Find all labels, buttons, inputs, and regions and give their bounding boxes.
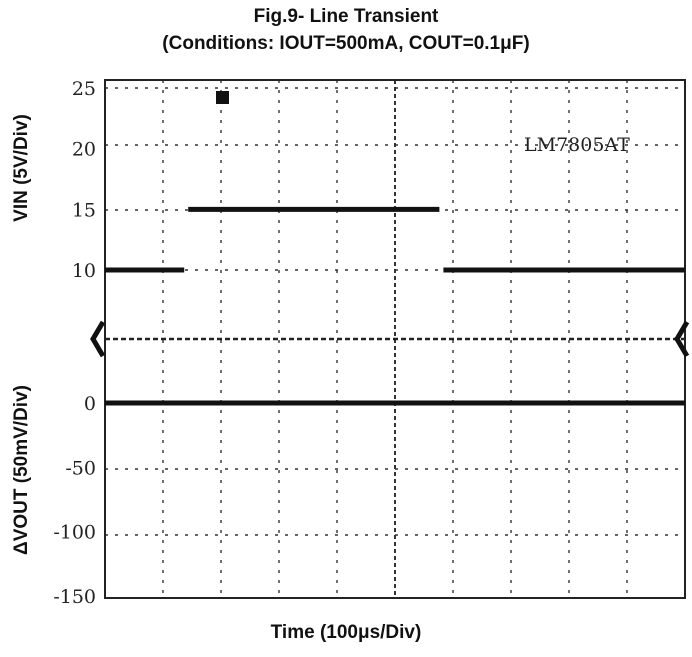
chart-subtitle: (Conditions: IOUT=500mA, COUT=0.1μF) bbox=[162, 33, 530, 54]
y-axis-label-bottom: ΔVOUT (50mV/Div) bbox=[11, 385, 32, 555]
series-lines bbox=[105, 91, 685, 406]
plot-frame bbox=[104, 79, 686, 599]
y-tick-label: 15 bbox=[72, 199, 96, 221]
left-break-marker bbox=[90, 320, 106, 358]
y-tick-label: -50 bbox=[65, 457, 96, 479]
chart-title: Fig.9- Line Transient bbox=[253, 6, 439, 27]
y-tick-label: 20 bbox=[72, 139, 96, 161]
y-tick-label: -150 bbox=[53, 586, 96, 608]
grid bbox=[105, 80, 685, 598]
x-axis-label: Time (100μs/Div) bbox=[270, 622, 422, 643]
trigger-marker bbox=[216, 91, 229, 104]
y-tick-label: 0 bbox=[84, 393, 96, 415]
device-annotation: LM7805AT bbox=[524, 134, 630, 156]
y-axis-label-top: VIN (5V/Div) bbox=[11, 114, 32, 222]
y-tick-label: 10 bbox=[72, 260, 96, 282]
right-break-marker bbox=[674, 320, 690, 358]
axis-break-markers bbox=[90, 320, 690, 358]
y-tick-label: 25 bbox=[72, 78, 96, 100]
y-tick-label: -100 bbox=[53, 522, 96, 544]
y-tick-labels: 25 20 15 10 0 -50 -100 -150 bbox=[53, 78, 96, 608]
